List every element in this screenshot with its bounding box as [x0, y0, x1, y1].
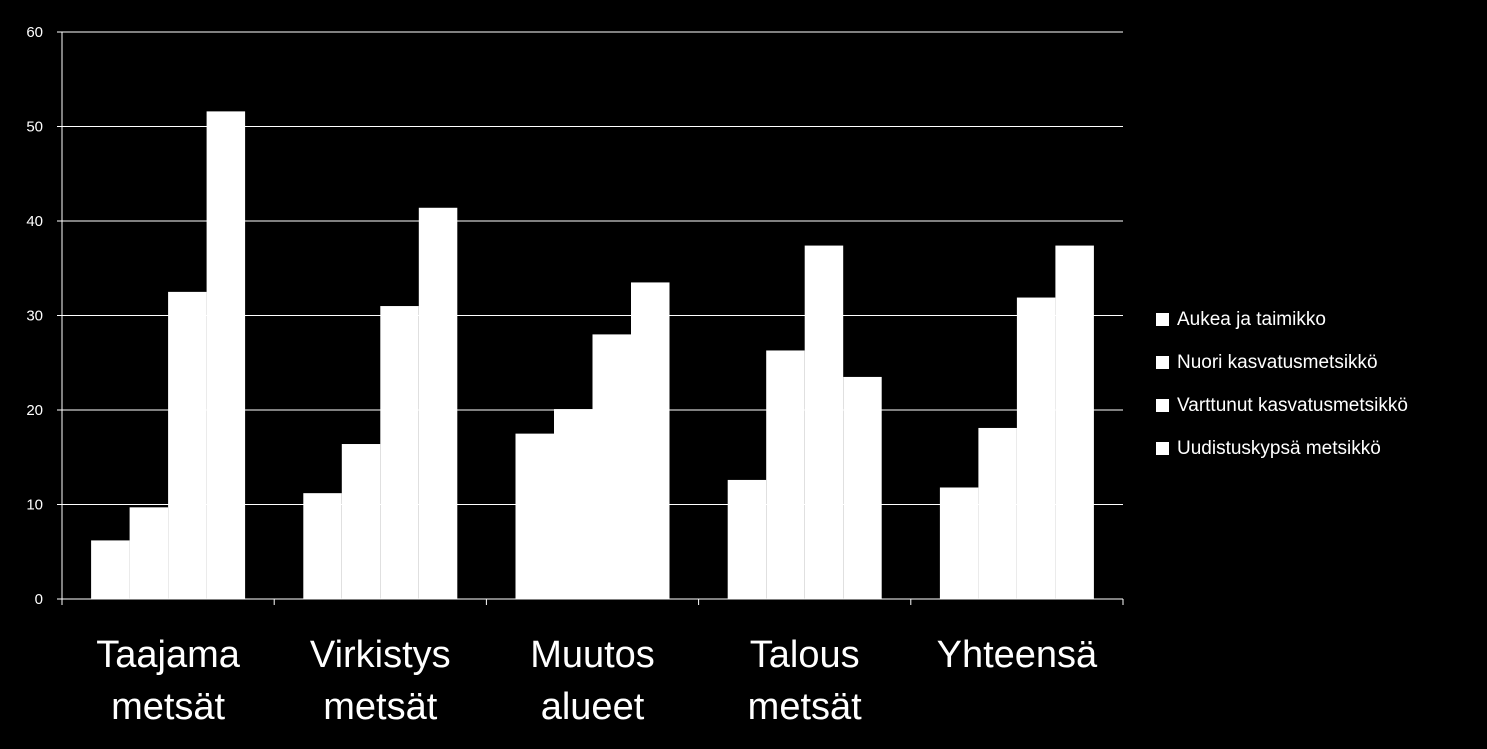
bar [804, 245, 844, 599]
bar [631, 282, 670, 599]
bar [554, 409, 593, 599]
bar [843, 376, 882, 599]
y-tick-label: 0 [35, 591, 43, 608]
y-tick-label: 10 [26, 497, 43, 514]
x-category-label-line: metsät [111, 686, 225, 728]
bars [91, 111, 1094, 599]
legend-label: Aukea ja taimikko [1177, 308, 1326, 330]
legend-item: Nuori kasvatusmetsikkö [1156, 341, 1408, 384]
bar [592, 334, 631, 599]
legend-item: Aukea ja taimikko [1156, 298, 1408, 341]
y-tick-label: 20 [26, 402, 43, 419]
x-category-label-line: Yhteensä [937, 634, 1098, 676]
x-category-label-line: Muutos [530, 634, 655, 676]
y-tick-labels: 0 10 20 30 40 50 60 [26, 24, 43, 608]
bar [341, 444, 381, 599]
x-category-label-line: Virkistys [310, 634, 451, 676]
legend-label: Uudistuskypsä metsikkö [1177, 437, 1381, 459]
x-category-label-line: alueet [541, 686, 645, 728]
x-category-label: Muutos alueet [530, 634, 655, 728]
x-category-label: Virkistys metsät [310, 634, 451, 728]
bar [303, 493, 342, 599]
bar [91, 540, 130, 599]
legend-label: Varttunut kasvatusmetsikkö [1177, 394, 1408, 416]
x-category-label-line: Taajama [96, 634, 240, 676]
y-tick-label: 30 [26, 308, 43, 325]
x-category-label-line: metsät [323, 686, 437, 728]
bar [380, 306, 419, 599]
legend: Aukea ja taimikko Nuori kasvatusmetsikkö V… [1156, 298, 1408, 470]
x-category-label: Talous metsät [748, 634, 862, 728]
legend-swatch [1156, 356, 1169, 369]
bar [418, 207, 458, 599]
x-category-labels: Taajama metsät Virkistys metsät Muutos alueet… [96, 634, 1098, 728]
x-category-label-line: metsät [748, 686, 862, 728]
y-tick-label: 40 [26, 213, 43, 230]
bar [168, 291, 207, 599]
legend-swatch [1156, 442, 1169, 455]
x-category-label: Yhteensä [937, 634, 1098, 676]
bar [766, 350, 805, 599]
bar [1055, 245, 1094, 599]
legend-swatch [1156, 313, 1169, 326]
y-tick-label: 60 [26, 24, 43, 41]
bar [1016, 297, 1056, 599]
legend-item: Varttunut kasvatusmetsikkö [1156, 384, 1408, 427]
legend-swatch [1156, 399, 1169, 412]
bar [206, 111, 246, 599]
bar [515, 433, 554, 599]
bar [978, 427, 1017, 599]
bar [727, 479, 767, 599]
legend-label: Nuori kasvatusmetsikkö [1177, 351, 1378, 373]
x-category-label-line: Talous [750, 634, 860, 676]
legend-item: Uudistuskypsä metsikkö [1156, 427, 1408, 470]
bar [939, 487, 979, 599]
bar [129, 507, 169, 599]
x-category-label: Taajama metsät [96, 634, 240, 728]
y-tick-label: 50 [26, 119, 43, 136]
